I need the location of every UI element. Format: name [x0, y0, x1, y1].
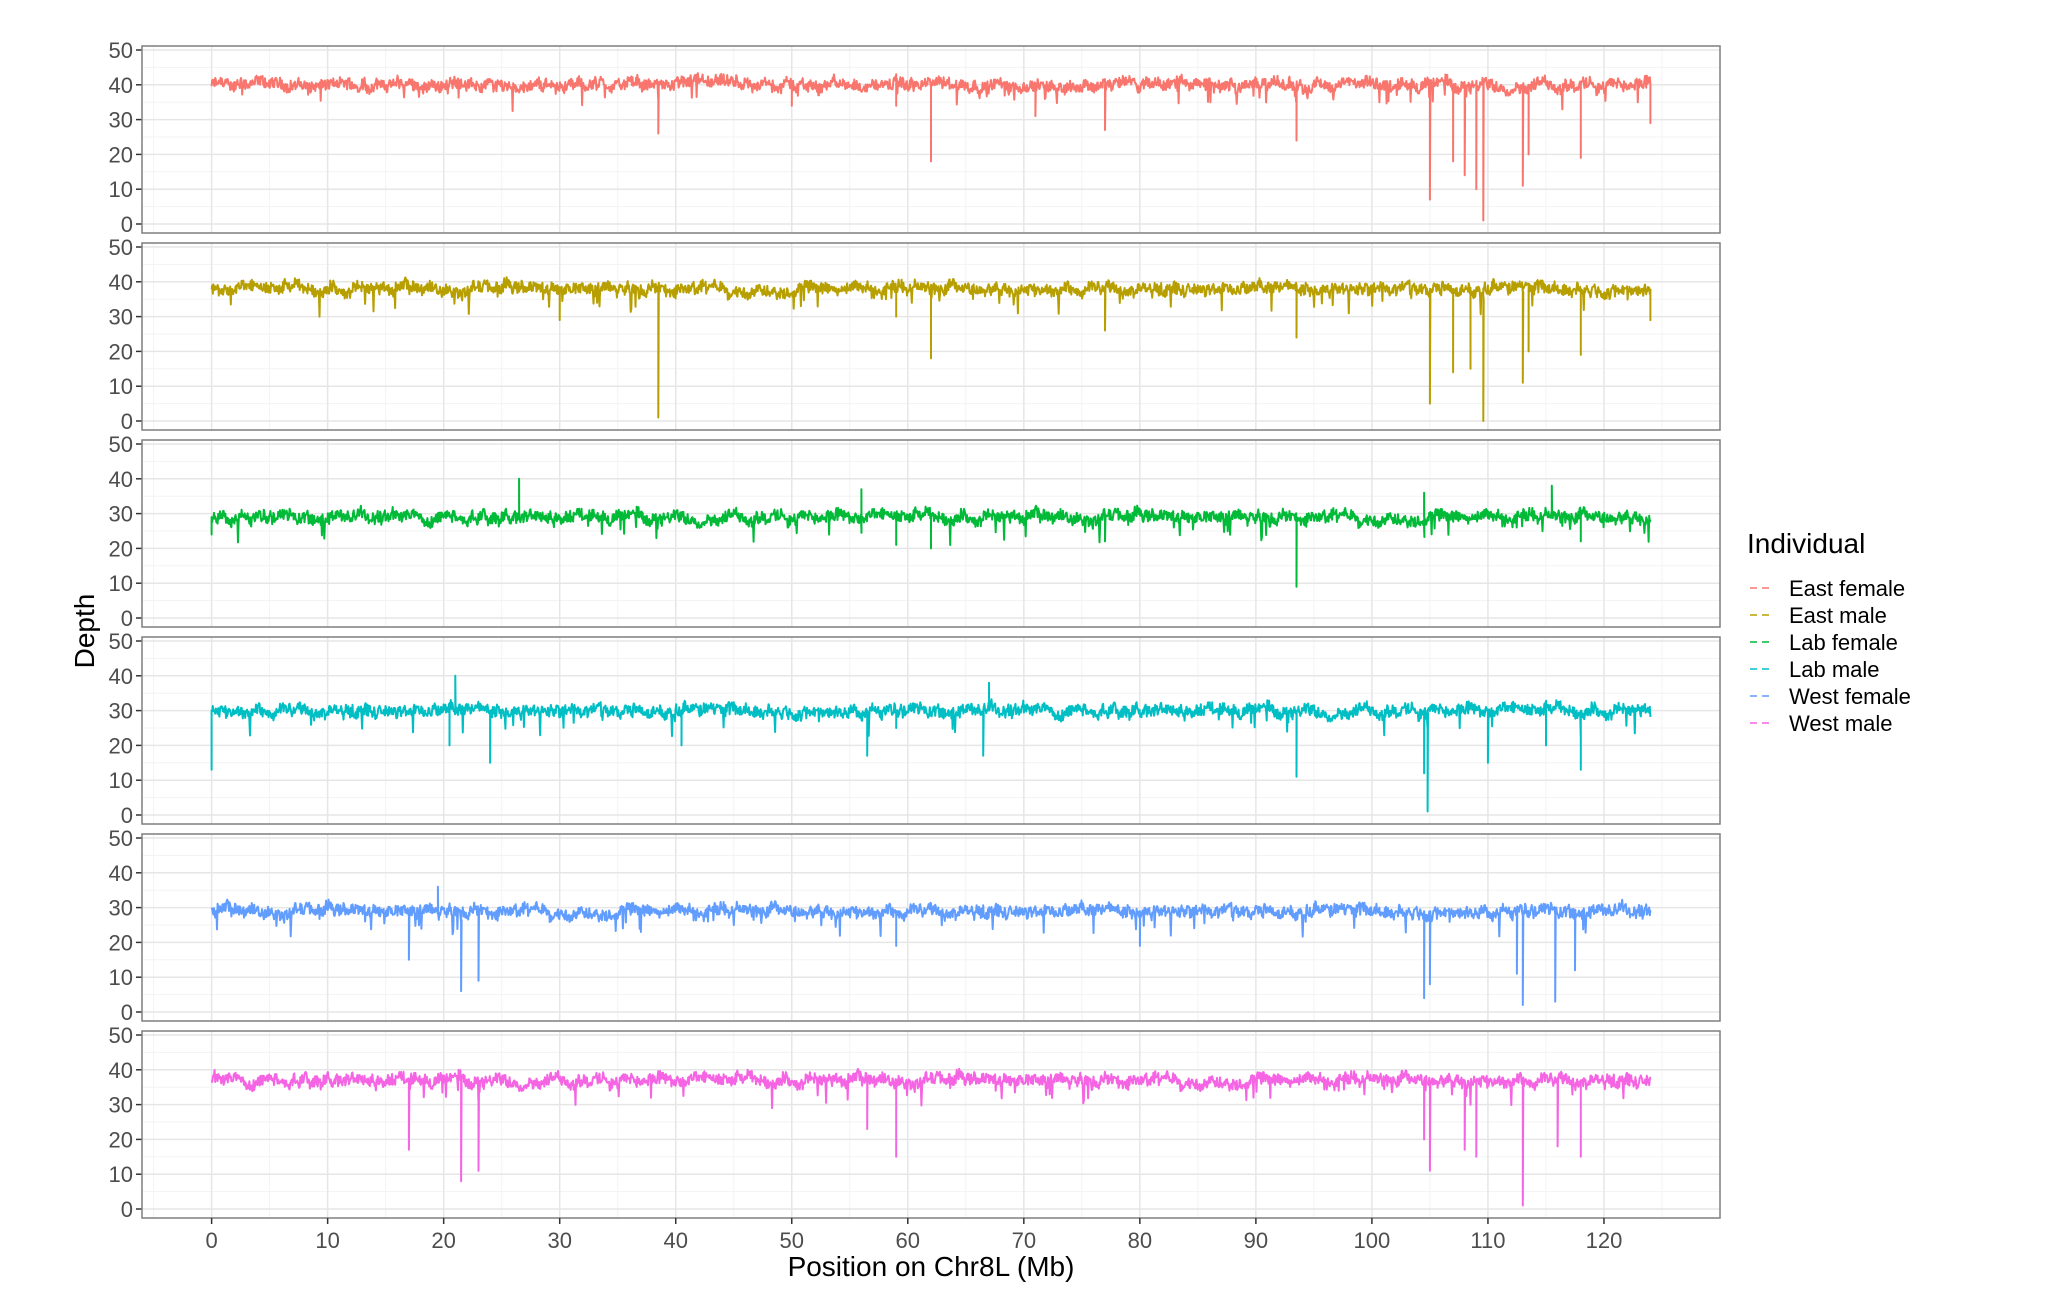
legend-item: Lab female: [1750, 630, 1898, 655]
panel-east-male: 0 10 20 30 40 50: [109, 235, 1721, 434]
panel-lab-female: 0 10 20 30 40 50: [109, 432, 1721, 631]
x-tick-label: 40: [663, 1228, 687, 1253]
y-tick-label: 30: [109, 305, 133, 330]
y-tick-label: 30: [109, 896, 133, 921]
legend-item: West female: [1750, 684, 1911, 709]
y-tick-label: 20: [109, 930, 133, 955]
legend-label: East male: [1789, 603, 1887, 628]
y-tick-label: 50: [109, 629, 133, 654]
y-tick-label: 20: [109, 536, 133, 561]
y-tick-label: 10: [109, 1162, 133, 1187]
x-tick-label: 100: [1354, 1228, 1391, 1253]
panel-lab-male: 0 10 20 30 40 50: [109, 629, 1721, 828]
x-axis: 0 10 20 30 40 50 60 70 80 90 100 110 120: [205, 1218, 1622, 1253]
y-tick-label: 20: [109, 733, 133, 758]
legend-label: Lab male: [1789, 657, 1880, 682]
y-tick-label: 50: [109, 38, 133, 63]
legend-item: West male: [1750, 711, 1893, 736]
y-tick-label: 0: [121, 1197, 133, 1222]
legend-item: East male: [1750, 603, 1887, 628]
series-line-west-male: [210, 1067, 1652, 1207]
x-tick-label: 120: [1586, 1228, 1623, 1253]
y-tick-label: 40: [109, 1058, 133, 1083]
legend-label: East female: [1789, 576, 1905, 601]
panel-east-female: 0 10 20 30 40 50: [109, 38, 1721, 237]
y-tick-label: 10: [109, 571, 133, 596]
y-tick-label: 0: [121, 606, 133, 631]
y-tick-label: 40: [109, 270, 133, 295]
y-axis-title: Depth: [69, 594, 100, 669]
x-tick-label: 50: [780, 1228, 804, 1253]
x-tick-label: 80: [1128, 1228, 1152, 1253]
y-tick-label: 40: [109, 467, 133, 492]
y-tick-label: 40: [109, 861, 133, 886]
panel-background: [142, 1031, 1720, 1218]
panel-border: [141, 45, 1721, 234]
y-tick-label: 50: [109, 826, 133, 851]
series-line-west-female: [210, 885, 1652, 1006]
panel-border: [141, 439, 1721, 628]
y-tick-label: 40: [109, 73, 133, 98]
y-tick-label: 10: [109, 965, 133, 990]
y-tick-label: 50: [109, 1023, 133, 1048]
panel-west-female: 0 10 20 30 40 50: [109, 826, 1721, 1025]
x-tick-label: 90: [1244, 1228, 1268, 1253]
y-tick-label: 0: [121, 803, 133, 828]
series-line-east-female: [210, 72, 1652, 222]
y-tick-label: 20: [109, 1127, 133, 1152]
y-tick-label: 30: [109, 699, 133, 724]
panel-background: [142, 834, 1720, 1021]
y-tick-label: 30: [109, 502, 133, 527]
x-tick-label: 110: [1470, 1228, 1505, 1253]
x-tick-label: 0: [205, 1228, 217, 1253]
x-tick-label: 70: [1012, 1228, 1036, 1253]
y-tick-label: 40: [109, 664, 133, 689]
x-tick-label: 30: [547, 1228, 571, 1253]
y-tick-label: 0: [121, 212, 133, 237]
panel-border: [141, 833, 1721, 1022]
y-tick-label: 50: [109, 432, 133, 457]
panel-west-male: 0 10 20 30 40 50: [109, 1023, 1721, 1222]
legend-label: Lab female: [1789, 630, 1898, 655]
legend-title: Individual: [1747, 528, 1865, 559]
y-tick-label: 10: [109, 768, 133, 793]
y-tick-label: 10: [109, 374, 133, 399]
legend-label: West male: [1789, 711, 1893, 736]
y-tick-label: 50: [109, 235, 133, 260]
x-tick-label: 10: [315, 1228, 339, 1253]
panel-border: [141, 636, 1721, 825]
series-line-lab-female: [210, 477, 1652, 588]
x-tick-label: 60: [896, 1228, 920, 1253]
panel-border: [141, 242, 1721, 431]
y-tick-label: 20: [109, 339, 133, 364]
panel-background: [142, 637, 1720, 824]
y-tick-label: 30: [109, 108, 133, 133]
legend-item: Lab male: [1750, 657, 1880, 682]
x-axis-title: Position on Chr8L (Mb): [788, 1251, 1075, 1282]
y-tick-label: 20: [109, 142, 133, 167]
legend-label: West female: [1789, 684, 1911, 709]
y-tick-label: 0: [121, 1000, 133, 1025]
series-line-east-male: [210, 276, 1652, 422]
legend-item: East female: [1750, 576, 1905, 601]
y-tick-label: 30: [109, 1093, 133, 1118]
panel-border: [141, 1030, 1721, 1219]
y-tick-label: 10: [109, 177, 133, 202]
series-line-lab-male: [210, 674, 1652, 813]
facet-panels: 0102030405001020304050010203040500102030…: [109, 38, 1721, 1222]
y-tick-label: 0: [121, 409, 133, 434]
x-tick-label: 20: [431, 1228, 455, 1253]
